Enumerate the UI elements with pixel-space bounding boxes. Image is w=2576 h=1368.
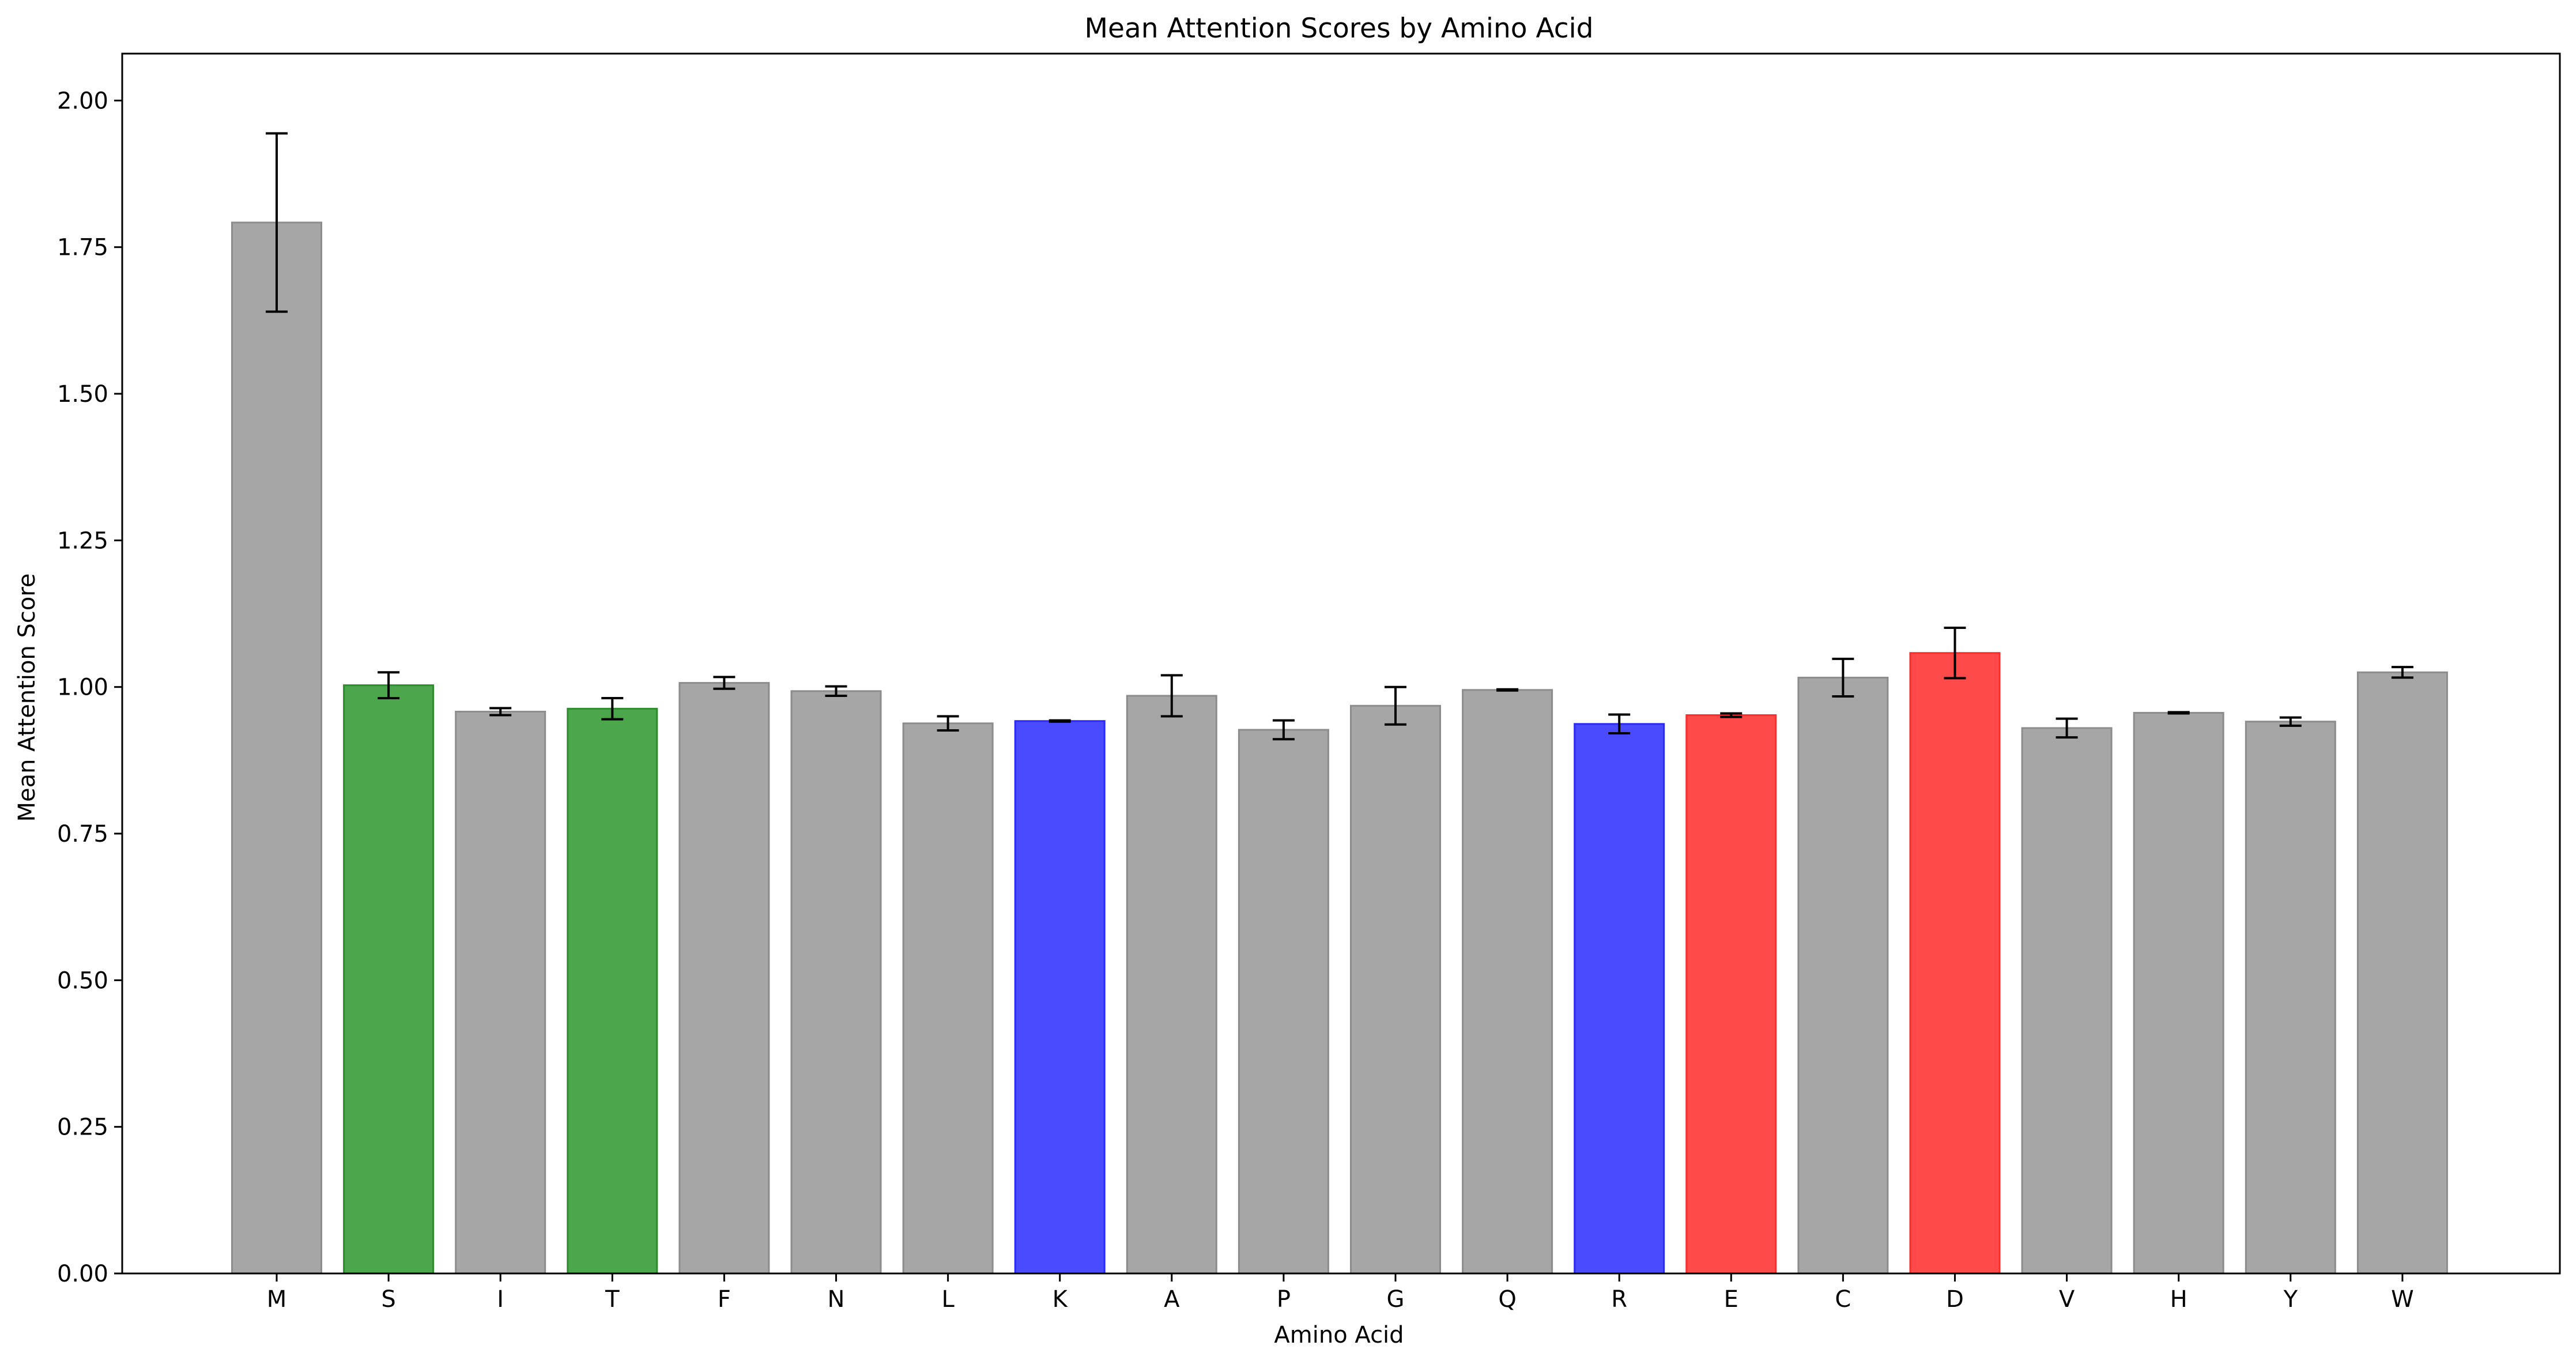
chart-title: Mean Attention Scores by Amino Acid [1084,13,1593,44]
error-bar-C [1832,657,1854,698]
error-bar-M [266,132,288,313]
x-tick-label-L: L [941,1286,955,1313]
error-bar-S [378,671,400,700]
y-tick-label: 1.50 [57,381,108,408]
x-tick-label-R: R [1611,1286,1627,1313]
bar-G [1350,704,1441,1275]
bar-W [2356,671,2448,1275]
y-tick-label: 0.75 [57,821,108,847]
error-bars-group [266,132,2413,741]
x-tick-label-A: A [1164,1286,1180,1313]
error-bar-Q [1496,688,1519,692]
error-bar-F [713,676,736,690]
bar-R [1574,723,1665,1275]
bar-P [1238,729,1329,1275]
bar-M [231,221,322,1275]
x-tick-label-I: I [497,1286,504,1313]
bar-K [1014,720,1106,1275]
y-tick-label: 0.50 [57,967,108,994]
y-axis-label: Mean Attention Score [14,573,40,821]
y-tick-label: 1.75 [57,235,108,261]
error-bar-L [937,715,959,732]
error-bar-K [1048,719,1071,723]
x-tick-label-F: F [718,1286,731,1313]
y-tick-label: 0.00 [57,1261,108,1287]
x-tick-label-G: G [1387,1286,1405,1313]
error-bar-A [1160,674,1183,718]
y-tick-label: 0.25 [57,1114,108,1141]
x-tick-label-T: T [605,1286,620,1313]
y-axis-ticks: 0.00 0.25 0.50 0.75 1.00 1.25 1.50 1.75 2.00 [57,88,122,1287]
x-tick-label-H: H [2170,1286,2187,1313]
bar-S [343,684,435,1275]
error-bar-R [1608,713,1631,735]
error-bar-N [825,685,847,697]
error-bar-T [601,697,624,721]
bar-V [2021,727,2113,1275]
y-tick-label: 1.25 [57,527,108,554]
bar-Q [1462,689,1553,1275]
x-tick-label-Q: Q [1498,1286,1516,1313]
x-tick-label-K: K [1053,1286,1069,1313]
bar-C [1797,676,1889,1275]
error-bar-G [1385,685,1406,726]
x-tick-label-C: C [1835,1286,1851,1313]
bar-A [1126,695,1217,1275]
bar-F [678,682,770,1275]
bar-T [567,707,658,1275]
bar-Y [2245,721,2336,1275]
bar-N [790,690,882,1275]
error-bar-V [2055,717,2078,739]
bar-I [455,710,546,1275]
bar-D [1909,652,2001,1275]
x-tick-label-N: N [828,1286,845,1313]
bars-group [231,221,2448,1275]
plot-frame [121,52,2561,1275]
x-axis-label: Amino Acid [1274,1322,1404,1348]
error-bar-D [1944,626,1966,680]
x-tick-label-Y: Y [2283,1286,2298,1313]
y-tick-label: 2.00 [57,88,108,114]
bar-H [2133,711,2224,1275]
error-bar-Y [2279,716,2302,727]
x-tick-label-P: P [1277,1286,1291,1313]
bar-L [902,722,994,1275]
x-tick-label-E: E [1724,1286,1738,1313]
x-tick-label-M: M [267,1286,287,1313]
error-bar-W [2391,666,2413,679]
error-bar-H [2167,711,2190,715]
error-bar-I [489,707,512,717]
x-tick-label-V: V [2059,1286,2075,1313]
error-bar-P [1272,719,1295,741]
y-tick-label: 1.00 [57,674,108,701]
error-bar-E [1720,712,1743,718]
x-tick-label-S: S [381,1286,395,1313]
bar-E [1685,714,1777,1275]
x-tick-label-W: W [2391,1286,2414,1313]
x-tick-label-D: D [1946,1286,1964,1313]
